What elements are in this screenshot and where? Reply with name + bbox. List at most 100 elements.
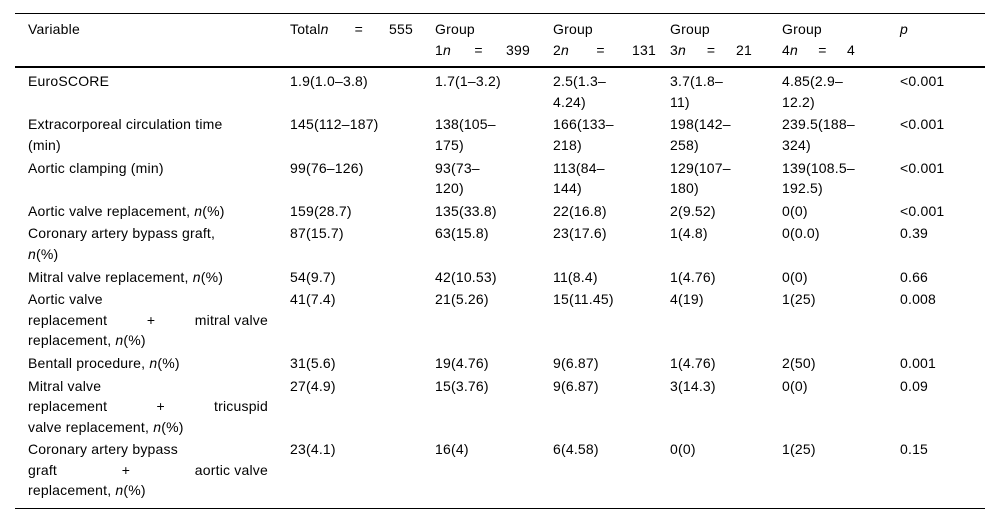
table-row: Coronary artery bypass graft, n(%) 87(15.7… bbox=[15, 222, 985, 265]
cell-variable-text: Aortic valve replacement, n(%) bbox=[28, 202, 225, 219]
column-header-group1-text: = bbox=[474, 41, 483, 58]
column-header-p-line: p bbox=[900, 19, 977, 40]
cell-value: 159(28.7) bbox=[290, 202, 352, 219]
cell-variable-text: (min) bbox=[28, 136, 61, 153]
column-header-group4-line: 4n = 4 bbox=[782, 40, 855, 61]
cell-value: 19(4.76) bbox=[435, 354, 489, 371]
cell-variable-text: valve replacement, n(%) bbox=[28, 418, 184, 435]
cell-value: 23(17.6) bbox=[553, 225, 607, 242]
cell-value: 93(73– 120) bbox=[435, 159, 480, 197]
column-header-group3-text: Group bbox=[670, 21, 710, 37]
italic-text: p bbox=[900, 21, 908, 37]
cell-value: 23(4.1) bbox=[290, 441, 336, 458]
cell-value: 113(84– 144) bbox=[553, 159, 605, 197]
column-header-group2-line: Group bbox=[553, 19, 662, 40]
cell-value: 1(25) bbox=[782, 441, 816, 458]
italic-text: n bbox=[153, 418, 162, 435]
cell-value: 1.9(1.0–3.8) bbox=[290, 73, 368, 90]
cell-value: 0(0) bbox=[782, 377, 808, 394]
cell-value: 16(4) bbox=[435, 441, 469, 458]
italic-text: n bbox=[192, 268, 201, 285]
table-header: Variable Totaln = 555 Group 1n = 399 Group 2n = 131… bbox=[15, 13, 985, 69]
cell-variable-line: Mitral valve bbox=[28, 376, 282, 397]
cell-value: 0(0) bbox=[782, 268, 808, 285]
cell-value: 42(10.53) bbox=[435, 268, 497, 285]
column-header-variable-text: Variable bbox=[28, 21, 80, 37]
column-header-group3-line: Group bbox=[670, 19, 774, 40]
cell-variable: EuroSCORE bbox=[15, 67, 290, 113]
cell-value: 1(4.8) bbox=[670, 225, 708, 242]
cell-value: 0(0) bbox=[782, 202, 808, 219]
cell-value: 3(14.3) bbox=[670, 377, 716, 394]
column-header-group3-text: 3n bbox=[670, 41, 686, 58]
column-header-group4-text: = bbox=[818, 41, 827, 58]
cell-value: 139(108.5– 192.5) bbox=[782, 159, 855, 197]
column-header-group3: Group 3n = 21 bbox=[670, 13, 782, 69]
cell-value: 63(15.8) bbox=[435, 225, 489, 242]
cell-value: 2.5(1.3– 4.24) bbox=[553, 73, 606, 110]
cell-variable: Extracorporeal circulation time (min) bbox=[15, 113, 290, 156]
cell-variable-line: (min) bbox=[28, 135, 282, 156]
cell-value: 2(50) bbox=[782, 354, 816, 371]
cell-variable-text: Aortic valve bbox=[28, 291, 103, 308]
column-header-group2-text: = bbox=[596, 41, 605, 58]
table-row: Mitral valve replacement + tricuspid valve r… bbox=[15, 375, 985, 439]
italic-text: n bbox=[194, 202, 203, 219]
cell-value: 0(0.0) bbox=[782, 225, 820, 242]
table-row: EuroSCORE 1.9(1.0–3.8) 1.7(1–3.2) 2.5(1.3– … bbox=[15, 67, 985, 113]
cell-value: 0.008 bbox=[900, 291, 937, 308]
cell-value: 138(105– 175) bbox=[435, 116, 496, 153]
cell-value: 166(133– 218) bbox=[553, 116, 614, 153]
cell-value: 239.5(188– 324) bbox=[782, 116, 855, 153]
cell-value: 11(8.4) bbox=[553, 268, 598, 285]
cell-value: 41(7.4) bbox=[290, 291, 336, 308]
cell-variable: Aortic valve replacement + mitral valve repl… bbox=[15, 288, 290, 352]
column-header-group1: Group 1n = 399 bbox=[435, 13, 553, 69]
column-header-group1-text: 1n bbox=[435, 41, 451, 58]
table-row: Aortic clamping (min) 99(76–126) 93(73– 12… bbox=[15, 157, 985, 200]
cell-value: 9(6.87) bbox=[553, 377, 599, 394]
italic-text: n bbox=[320, 21, 329, 37]
column-header-group2-text: 131 bbox=[632, 41, 656, 58]
cell-value: 0.15 bbox=[900, 441, 929, 458]
cell-value: 15(3.76) bbox=[435, 377, 489, 394]
cell-value: 1(25) bbox=[782, 291, 816, 308]
column-header-group2-text: Group bbox=[553, 21, 593, 37]
cell-variable-text: Aortic clamping (min) bbox=[28, 159, 164, 176]
cell-variable-text: Coronary artery bypass bbox=[28, 441, 178, 458]
column-header-p-text: p bbox=[900, 21, 908, 37]
cell-variable-text: tricuspid bbox=[214, 398, 268, 415]
italic-text: n bbox=[561, 41, 569, 58]
cell-value: 198(142– 258) bbox=[670, 116, 731, 153]
cell-variable: Coronary artery bypass graft + aortic valve… bbox=[15, 438, 290, 508]
cell-variable-text: Coronary artery bypass graft, bbox=[28, 225, 216, 242]
cell-variable-text: Mitral valve replacement, n(%) bbox=[28, 268, 224, 285]
cell-variable-line: Extracorporeal circulation time bbox=[28, 114, 282, 135]
italic-text: n bbox=[678, 41, 686, 58]
cell-value: 1(4.76) bbox=[670, 268, 716, 285]
cell-value: 4(19) bbox=[670, 291, 704, 308]
column-header-group1-line: 1n = 399 bbox=[435, 40, 530, 61]
cell-variable-text: graft bbox=[28, 461, 58, 478]
italic-text: n bbox=[443, 41, 451, 58]
column-header-group1-text: Group bbox=[435, 21, 475, 37]
cell-variable-text: Bentall procedure, n(%) bbox=[28, 354, 180, 371]
cell-value: 9(6.87) bbox=[553, 354, 599, 371]
column-header-total-text: = bbox=[354, 21, 363, 37]
cell-value: 135(33.8) bbox=[435, 202, 497, 219]
cell-variable-text: n(%) bbox=[28, 245, 59, 262]
cell-variable-line: replacement, n(%) bbox=[28, 330, 282, 351]
cell-variable-line: n(%) bbox=[28, 244, 282, 265]
column-header-group3-text: = bbox=[706, 41, 716, 58]
cell-variable: Aortic clamping (min) bbox=[15, 157, 290, 200]
column-header-group1-text: 399 bbox=[506, 41, 530, 58]
table-body: EuroSCORE 1.9(1.0–3.8) 1.7(1–3.2) 2.5(1.3– … bbox=[15, 67, 985, 508]
column-header-group3-text: 21 bbox=[736, 41, 752, 58]
cell-value: 3.7(1.8– 11) bbox=[670, 73, 723, 110]
patient-groups-table: Variable Totaln = 555 Group 1n = 399 Group 2n = 131… bbox=[15, 13, 985, 510]
column-header-p: p bbox=[900, 13, 985, 69]
cell-value: 6(4.58) bbox=[553, 441, 599, 458]
column-header-group4-text: Group bbox=[782, 21, 822, 37]
cell-variable-line: Aortic clamping (min) bbox=[28, 158, 282, 179]
